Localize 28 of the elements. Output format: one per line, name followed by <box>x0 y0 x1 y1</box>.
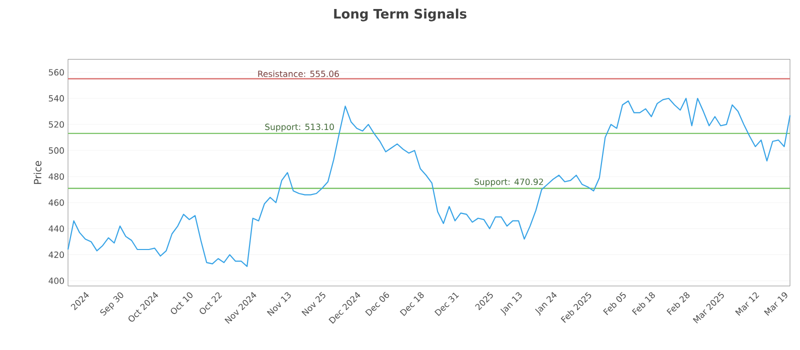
y-tick-label: 560 <box>48 69 64 76</box>
y-tick-label: 400 <box>48 278 64 284</box>
y-tick-label: 460 <box>48 199 64 206</box>
y-axis-title: Price <box>34 160 42 184</box>
y-tick-label: 420 <box>48 252 64 258</box>
x-tick-label: Nov 13 <box>266 292 291 316</box>
ref-line-label: Support: 470.92 <box>474 178 543 187</box>
chart-title: Long Term Signals <box>334 8 466 22</box>
x-tick-label: Dec 18 <box>400 292 424 316</box>
x-tick-label: Oct 22 <box>200 292 222 314</box>
ref-line-label: Support: 513.10 <box>265 124 334 132</box>
x-tick-label: Jan 13 <box>500 292 522 316</box>
y-tick-label: 480 <box>48 173 64 180</box>
x-tick-label: Feb 05 <box>603 292 626 316</box>
y-tick-label: 520 <box>48 121 64 128</box>
x-tick-label: Feb 28 <box>666 292 690 316</box>
x-tick-label: Dec 06 <box>365 292 390 316</box>
y-tick-label: 500 <box>48 147 64 154</box>
x-tick-label: Mar 12 <box>735 292 760 316</box>
ref-line-label: Resistance: 555.06 <box>258 70 339 78</box>
x-tick-label: Nov 25 <box>302 292 326 316</box>
x-tick-label: Oct 10 <box>170 292 193 314</box>
x-tick-label: Dec 31 <box>434 292 459 316</box>
x-tick-label: Jan 24 <box>535 292 557 316</box>
y-tick-label: 440 <box>48 225 64 232</box>
x-tick-label: Sep 30 <box>100 292 124 316</box>
x-tick-label: Feb 18 <box>632 292 655 316</box>
y-tick-label: 540 <box>48 95 64 102</box>
